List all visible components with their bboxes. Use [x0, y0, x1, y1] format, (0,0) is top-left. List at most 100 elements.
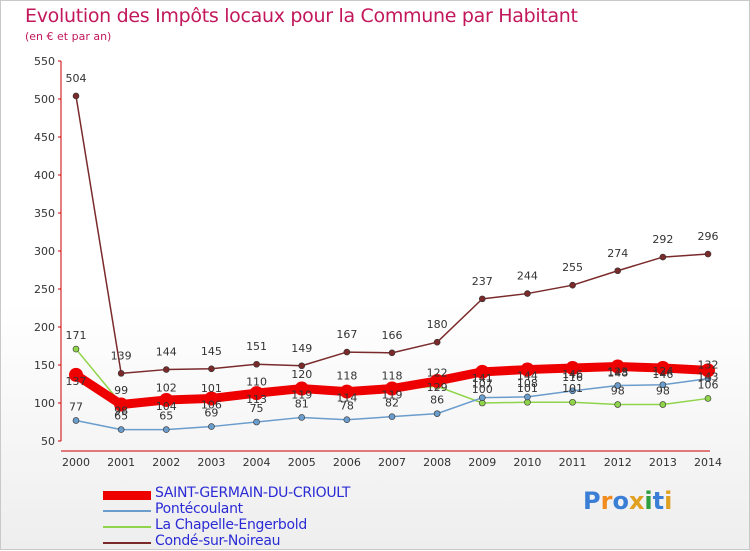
data-label: 118 — [382, 369, 403, 382]
y-tick-label: 200 — [34, 321, 55, 334]
data-point — [614, 401, 622, 408]
logo-letter: o — [612, 487, 629, 515]
data-point — [117, 370, 125, 377]
data-label: 101 — [562, 382, 583, 395]
x-tick-label: 2013 — [649, 456, 677, 469]
data-label: 180 — [427, 318, 448, 331]
data-point — [69, 367, 83, 382]
logo-letter: x — [628, 487, 645, 515]
data-point — [478, 295, 486, 303]
data-point — [343, 416, 351, 424]
data-point — [204, 391, 219, 406]
x-tick-label: 2008 — [423, 456, 451, 469]
series-layer — [69, 92, 715, 433]
y-tick-label: 450 — [34, 131, 55, 144]
x-tick-label: 2001 — [107, 456, 135, 469]
data-label: 237 — [472, 275, 493, 288]
data-label: 146 — [652, 368, 673, 381]
data-label: 77 — [69, 400, 83, 413]
data-label: 75 — [250, 402, 264, 415]
data-label: 122 — [427, 366, 448, 379]
data-point — [430, 373, 445, 388]
data-label: 144 — [156, 346, 177, 359]
data-label: 139 — [111, 349, 132, 362]
data-point — [388, 349, 396, 357]
data-point — [655, 361, 670, 376]
data-point — [253, 418, 260, 426]
x-tick-label: 2012 — [604, 456, 632, 469]
data-point — [565, 361, 580, 376]
data-label: 151 — [246, 340, 267, 353]
data-label: 114 — [336, 392, 357, 405]
data-label: 106 — [698, 378, 719, 391]
data-label: 137 — [66, 375, 87, 388]
data-label: 149 — [291, 342, 312, 355]
data-label: 120 — [291, 368, 312, 381]
data-label: 116 — [562, 371, 583, 384]
data-label: 143 — [698, 370, 719, 383]
data-point — [208, 365, 215, 373]
chart-subtitle: (en € et par an) — [25, 30, 112, 43]
data-label: 146 — [562, 368, 583, 381]
data-label: 78 — [340, 400, 354, 413]
data-label: 255 — [562, 261, 583, 274]
data-label: 101 — [517, 382, 538, 395]
data-label: 244 — [517, 270, 538, 283]
logo-letter: i — [664, 487, 673, 515]
legend-swatch — [103, 526, 151, 528]
data-label: 106 — [201, 398, 222, 411]
data-point — [704, 250, 712, 258]
data-point — [475, 364, 490, 379]
data-point — [569, 387, 576, 395]
logo-letter: t — [652, 487, 665, 515]
x-tick-label: 2011 — [559, 456, 587, 469]
data-point — [117, 426, 125, 433]
data-point — [433, 338, 441, 346]
data-label: 167 — [336, 328, 357, 341]
x-tick-label: 2000 — [62, 456, 90, 469]
data-point — [339, 384, 354, 399]
data-label: 98 — [611, 385, 625, 398]
data-point — [659, 401, 667, 408]
data-labels: 504 139 144 145 151 149 167 166 180 237 244 255 274 2… — [66, 72, 719, 423]
data-point — [72, 345, 80, 353]
legend-swatch — [103, 510, 151, 512]
data-point — [162, 426, 170, 433]
logo-letter: P — [583, 487, 601, 515]
x-tick-label: 2009 — [468, 456, 496, 469]
y-tick-label: 100 — [34, 397, 55, 410]
y-tick-label: 500 — [34, 93, 55, 106]
data-label: 119 — [291, 389, 312, 402]
ticks: 50 100 150 200 250 300 350 400 450 500 550 2000 2001… — [34, 55, 722, 469]
data-label: 101 — [201, 382, 222, 395]
data-point — [343, 348, 351, 356]
data-point — [520, 362, 535, 377]
x-tick-label: 2006 — [333, 456, 361, 469]
logo-letter: i — [644, 487, 653, 515]
legend-swatch — [103, 542, 151, 544]
y-tick-label: 300 — [34, 245, 55, 258]
legend-label: SAINT-GERMAIN-DU-CRIOULT — [155, 485, 351, 501]
data-label: 504 — [66, 72, 87, 85]
data-point — [433, 410, 441, 417]
data-label: 274 — [607, 247, 628, 260]
data-label: 145 — [201, 345, 222, 358]
x-tick-label: 2010 — [513, 456, 541, 469]
data-point — [569, 398, 576, 406]
x-tick-label: 2007 — [378, 456, 406, 469]
data-label: 81 — [295, 397, 309, 410]
legend-label: Pontécoulant — [155, 501, 243, 517]
data-point — [298, 362, 306, 370]
data-point — [208, 423, 215, 430]
y-tick-label: 550 — [34, 55, 55, 68]
legend-label: Condé-sur-Noireau — [155, 533, 281, 549]
y-tick-label: 350 — [34, 207, 55, 220]
data-label: 132 — [698, 359, 719, 372]
logo-letter: r — [600, 487, 613, 515]
data-point — [524, 290, 531, 297]
y-tick-label: 50 — [41, 435, 55, 448]
data-point — [614, 382, 622, 389]
data-label: 171 — [66, 329, 87, 342]
